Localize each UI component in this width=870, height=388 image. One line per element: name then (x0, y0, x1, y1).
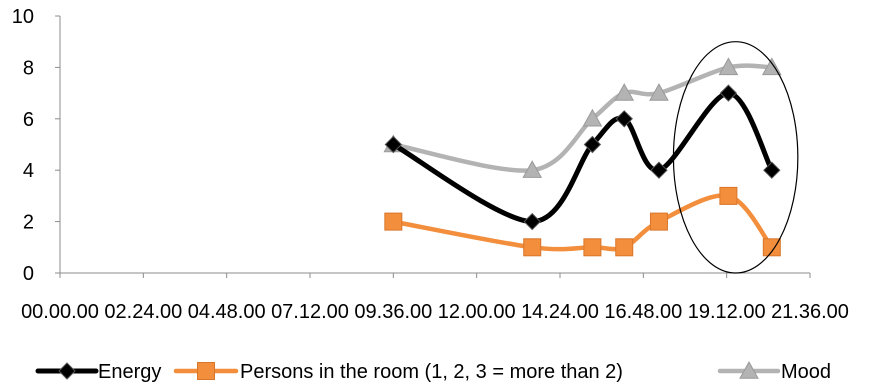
data-point (384, 135, 403, 154)
data-point (649, 83, 669, 101)
x-tick-label: 04.48.00 (188, 301, 266, 323)
data-point (649, 212, 668, 231)
highlight-ellipse (672, 41, 799, 274)
data-point (615, 238, 634, 257)
series-line (391, 63, 775, 173)
legend-label: Energy (98, 361, 161, 383)
legend-label: Persons in the room (1, 2, 3 = more than… (240, 361, 623, 383)
data-point (583, 238, 602, 257)
x-tick-label: 09.36.00 (354, 301, 432, 323)
series-diamond (384, 84, 781, 231)
legend-entry: Mood (717, 360, 831, 383)
legend-entry: Energy (35, 361, 161, 383)
y-tick-label: 0 (23, 263, 34, 285)
legend-marker (739, 360, 759, 379)
data-point (522, 160, 543, 178)
y-tick-label: 8 (23, 57, 34, 79)
x-tick-label: 21.36.00 (771, 301, 849, 323)
x-tick-label: 12.00.00 (438, 301, 516, 323)
x-tick-label: 19.12.00 (688, 301, 766, 323)
data-point (650, 161, 668, 179)
x-tick-label: 07.12.00 (271, 301, 349, 323)
x-tick-label: 14.24.00 (521, 301, 599, 323)
data-point (523, 212, 541, 231)
axes: 0 2 4 6 8 10 00.00.00 02.24.00 04.48.00 07.12.00 0… (12, 6, 849, 323)
series-square (384, 186, 781, 257)
series-layer (383, 57, 782, 257)
legend-label: Mood (781, 361, 831, 383)
data-point (762, 238, 781, 257)
data-point (719, 186, 738, 205)
series-line (391, 193, 775, 252)
x-tick-label: 16.48.00 (604, 301, 682, 323)
y-tick-label: 2 (23, 212, 34, 234)
x-tick-label: 02.24.00 (104, 301, 182, 323)
x-tick-label: 00.00.00 (21, 301, 99, 323)
data-point (615, 110, 633, 128)
legend: Energy Persons in the room (1, 2, 3 = mor… (35, 360, 831, 383)
data-point (763, 161, 781, 179)
series-triangle (383, 57, 782, 178)
y-tick-label: 6 (23, 109, 34, 131)
annotations (672, 41, 799, 274)
legend-marker (197, 362, 215, 380)
data-point (719, 84, 738, 102)
data-point (583, 135, 602, 154)
y-tick-label: 4 (23, 160, 34, 182)
data-point (384, 212, 403, 231)
legend-marker (58, 362, 76, 380)
data-point (523, 238, 542, 257)
legend-entry: Persons in the room (1, 2, 3 = more than… (173, 361, 623, 383)
data-point (718, 57, 739, 76)
data-point (614, 83, 635, 101)
y-tick-label: 10 (12, 6, 34, 28)
data-point (582, 108, 603, 127)
